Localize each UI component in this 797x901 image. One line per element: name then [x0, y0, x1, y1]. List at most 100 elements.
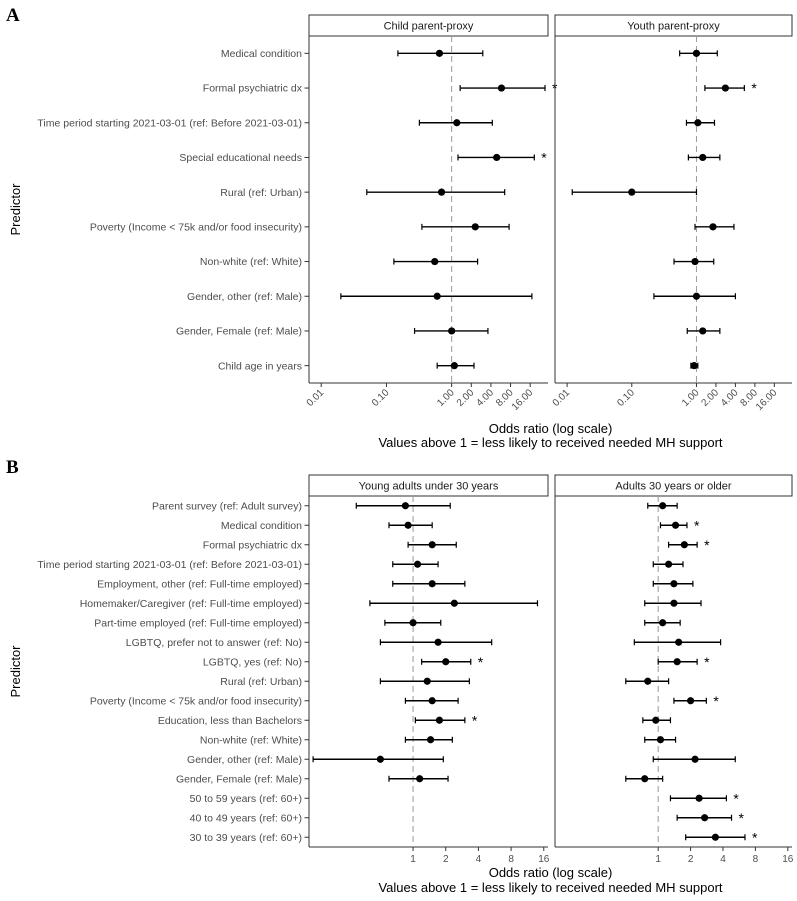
- x-tick-label: 8: [508, 854, 514, 865]
- predictor-label: Gender, Female (ref: Male): [176, 326, 302, 338]
- x-tick-label: 16: [782, 854, 794, 865]
- predictor-label: Homemaker/Caregiver (ref: Full-time empl…: [80, 598, 302, 610]
- facet-strip: [554, 14, 793, 37]
- x-tick-label: 4: [476, 854, 482, 865]
- point-estimate: [428, 580, 436, 588]
- point-estimate: [435, 716, 444, 724]
- point-estimate: [659, 502, 667, 510]
- point-estimate: [431, 257, 439, 266]
- x-tick-label: 4: [720, 854, 726, 865]
- predictor-label: Education, less than Bachelors: [158, 715, 302, 727]
- panel-a: A Medical condition Formal psychiatric dx T…: [6, 5, 793, 450]
- predictor-label: Poverty (Income < 75k and/or food insecu…: [90, 221, 302, 233]
- x-tick-label: 16: [538, 854, 550, 865]
- point-estimate: [692, 292, 701, 300]
- point-estimate: [409, 619, 417, 627]
- point-estimate: [694, 119, 702, 127]
- predictor-label: Non-white (ref: White): [200, 256, 302, 268]
- x-tick-label: 1.00: [680, 387, 702, 409]
- point-estimate: [401, 502, 409, 510]
- facet-strip-label: Child parent-proxy: [384, 21, 474, 33]
- y-axis-title: Predictor: [8, 645, 23, 698]
- significance-star: *: [704, 537, 710, 553]
- significance-star: *: [704, 654, 710, 670]
- predictor-label: Gender, other (ref: Male): [187, 291, 302, 303]
- x-tick-label: 16.00: [754, 387, 780, 413]
- facet-strip: [308, 474, 549, 497]
- x-tick-label: 2: [443, 854, 449, 865]
- point-estimate: [437, 188, 446, 196]
- point-estimate: [428, 541, 436, 549]
- x-axis-title: Odds ratio (log scale): [489, 865, 613, 880]
- point-estimate: [423, 677, 431, 685]
- facet-strip-label: Young adults under 30 years: [359, 481, 499, 493]
- x-tick-label: 0.01: [551, 387, 573, 409]
- point-estimate: [691, 755, 699, 763]
- predictor-label: Time period starting 2021-03-01 (ref: Be…: [37, 117, 302, 129]
- point-estimate: [628, 188, 636, 196]
- point-estimate: [471, 223, 479, 231]
- predictor-label: Medical condition: [221, 520, 302, 532]
- x-tick-label: 1: [655, 854, 661, 865]
- x-tick-label: 0.01: [305, 387, 327, 409]
- point-estimate: [671, 521, 680, 529]
- x-tick-label: 1: [410, 854, 416, 865]
- y-axis-title: Predictor: [8, 183, 23, 236]
- predictor-label: Part-time employed (ref: Full-time emplo…: [94, 617, 302, 629]
- significance-star: *: [739, 810, 745, 826]
- point-estimate: [692, 49, 701, 57]
- point-estimate: [711, 833, 720, 841]
- point-estimate: [434, 638, 442, 646]
- significance-star: *: [713, 693, 719, 709]
- predictor-label: Employment, other (ref: Full-time employ…: [97, 578, 302, 590]
- point-estimate: [680, 541, 688, 549]
- point-estimate: [442, 658, 450, 666]
- x-tick-label: 4.00: [719, 387, 741, 409]
- x-tick-label: 2.00: [455, 387, 477, 409]
- predictor-label: LGBTQ, yes (ref: No): [203, 656, 302, 668]
- predictor-label: 40 to 49 years (ref: 60+): [190, 812, 302, 824]
- panel-letter-a: A: [6, 5, 20, 26]
- point-estimate: [670, 580, 678, 588]
- x-tick-label: 0.10: [370, 387, 392, 409]
- point-estimate: [497, 84, 506, 92]
- facet-strip-label: Youth parent-proxy: [627, 21, 720, 33]
- point-estimate: [709, 223, 717, 231]
- point-estimate: [376, 755, 384, 763]
- facet-1: Young adults under 30 years 1 2 4 8 16 * *: [308, 474, 550, 865]
- facet-strip: [554, 474, 793, 497]
- point-estimate: [701, 814, 709, 822]
- predictor-label: Formal psychiatric dx: [203, 83, 303, 95]
- point-estimate: [433, 292, 441, 300]
- point-estimate: [699, 153, 707, 162]
- point-estimate: [675, 638, 683, 646]
- significance-star: *: [733, 790, 739, 806]
- predictor-label: Formal psychiatric dx: [203, 539, 303, 551]
- predictor-label: LGBTQ, prefer not to answer (ref: No): [126, 637, 302, 649]
- point-estimate: [413, 560, 422, 568]
- significance-star: *: [752, 829, 758, 845]
- facet-strip: [308, 14, 549, 37]
- point-estimate: [659, 619, 667, 627]
- predictor-label: Child age in years: [218, 360, 302, 372]
- x-axis-subtitle: Values above 1 = less likely to received…: [378, 435, 722, 450]
- predictor-label: Medical condition: [221, 48, 302, 60]
- point-estimate: [656, 736, 665, 744]
- significance-star: *: [478, 654, 484, 670]
- predictor-label: Gender, Female (ref: Male): [176, 773, 302, 785]
- point-estimate: [448, 327, 456, 335]
- significance-star: *: [751, 80, 757, 96]
- point-estimate: [416, 775, 424, 783]
- point-estimate: [428, 697, 436, 705]
- point-estimate: [493, 153, 501, 162]
- x-axis-title: Odds ratio (log scale): [489, 421, 613, 436]
- point-estimate: [652, 716, 660, 724]
- point-estimate: [450, 362, 458, 370]
- x-tick-label: 8: [753, 854, 759, 865]
- predictor-label: Special educational needs: [179, 152, 302, 164]
- point-estimate: [721, 84, 729, 92]
- predictor-label: Non-white (ref: White): [200, 734, 302, 746]
- point-estimate: [435, 49, 444, 57]
